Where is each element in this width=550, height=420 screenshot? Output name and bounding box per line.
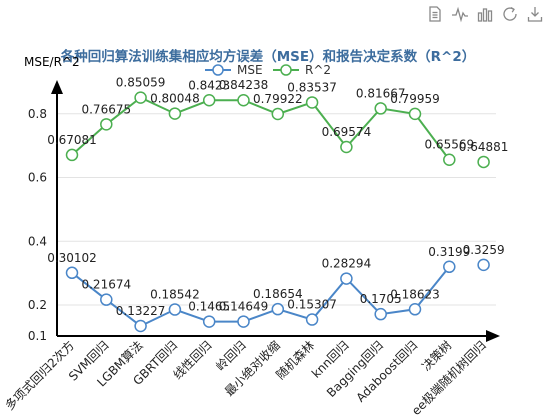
chart-title: 各种回归算法训练集相应均方误差（MSE）和报告决定系数（R^2）	[60, 48, 475, 65]
data-point[interactable]	[477, 155, 490, 169]
data-point[interactable]	[340, 272, 353, 285]
data-point[interactable]	[477, 258, 490, 272]
y-axis-label: MSE/R^2	[24, 55, 80, 69]
x-tick-label: Adaboost回归	[353, 338, 420, 405]
data-label: 0.3259	[463, 243, 505, 257]
data-label: 0.69574	[322, 125, 372, 139]
data-view-icon[interactable]	[426, 5, 444, 23]
data-point[interactable]	[443, 153, 456, 166]
series-r2: 0.67081 0.76675 0.85059 0.800480.84230.8423…	[47, 76, 509, 169]
data-label: 0.84238	[219, 78, 269, 92]
legend[interactable]: MSE R^2	[205, 63, 331, 77]
data-label: 0.13227	[116, 304, 166, 318]
line-chart-icon[interactable]	[451, 5, 469, 23]
save-image-icon[interactable]	[526, 5, 544, 23]
data-point[interactable]	[134, 91, 147, 104]
data-point[interactable]	[168, 303, 182, 316]
data-label: 0.14649	[219, 300, 269, 314]
data-label: 0.1465	[188, 300, 230, 314]
data-label: 0.18542	[150, 288, 200, 302]
data-point[interactable]	[65, 148, 79, 162]
y-tick-label: 0.1	[28, 329, 47, 343]
data-point[interactable]	[443, 260, 456, 274]
data-label: 0.28294	[322, 257, 372, 271]
legend-marker	[280, 64, 292, 76]
data-label: 0.83537	[287, 80, 337, 94]
restore-icon[interactable]	[501, 5, 519, 23]
data-label: 0.3199	[428, 245, 470, 259]
data-point[interactable]	[305, 96, 319, 109]
data-point[interactable]	[100, 118, 113, 131]
x-tick-label: 多项式回归2次方	[2, 338, 77, 413]
series-mse: 0.30102 0.21674 0.13227 0.185420.14650.1464…	[47, 243, 505, 333]
data-label: 0.76675	[81, 102, 131, 116]
series-layer: 0.30102 0.21674 0.13227 0.185420.14650.1464…	[47, 76, 509, 333]
data-point[interactable]	[408, 303, 422, 316]
legend-item-r2[interactable]: R^2	[273, 63, 331, 77]
data-label: 0.67081	[47, 133, 97, 147]
data-point[interactable]	[374, 307, 387, 321]
legend-item-mse[interactable]: MSE	[205, 63, 263, 77]
data-label: 0.1705	[360, 292, 402, 306]
bar-chart-icon[interactable]	[476, 5, 494, 23]
data-label: 0.85059	[116, 76, 166, 90]
data-point[interactable]	[168, 107, 182, 120]
data-label: 0.30102	[47, 251, 97, 265]
data-label: 0.64881	[459, 140, 509, 154]
y-tick-label: 0.8	[28, 107, 47, 121]
data-point[interactable]	[202, 315, 216, 328]
data-point[interactable]	[340, 140, 353, 154]
data-point[interactable]	[374, 102, 387, 115]
y-tick-label: 0.6	[28, 171, 47, 185]
x-tick-label: 线性回归	[170, 338, 214, 382]
data-point[interactable]	[271, 302, 285, 316]
x-axis-arrow	[486, 330, 500, 342]
data-label: 0.18654	[253, 287, 303, 301]
data-point[interactable]	[408, 107, 422, 121]
data-label: 0.21674	[81, 278, 131, 292]
y-tick-label: 0.2	[28, 298, 47, 312]
legend-label: MSE	[237, 63, 263, 77]
data-point[interactable]	[134, 319, 147, 333]
data-point[interactable]	[305, 313, 319, 326]
legend-label: R^2	[305, 63, 331, 77]
data-point[interactable]	[271, 107, 285, 121]
axes: 0.10.20.40.60.8多项式回归2次方SVM回归LGBM算法GBRT回归…	[2, 80, 500, 418]
data-point[interactable]	[202, 94, 216, 107]
data-point[interactable]	[237, 315, 250, 328]
data-label: 0.65569	[424, 138, 474, 152]
chart-toolbox	[426, 5, 544, 23]
data-label: 0.81667	[356, 86, 406, 100]
data-point[interactable]	[237, 93, 250, 107]
y-axis-arrow	[51, 80, 63, 94]
data-label: 0.15307	[287, 298, 337, 312]
y-tick-label: 0.4	[28, 234, 47, 248]
data-label: 0.79922	[253, 92, 303, 106]
legend-marker	[212, 64, 224, 76]
data-label: 0.18623	[390, 287, 440, 301]
data-label: 0.8423	[188, 78, 230, 92]
x-tick-label: 随机森林	[273, 338, 318, 383]
data-point[interactable]	[100, 293, 113, 306]
data-point[interactable]	[65, 266, 79, 280]
data-label: 0.80048	[150, 92, 200, 106]
data-label: 0.79959	[390, 92, 440, 106]
